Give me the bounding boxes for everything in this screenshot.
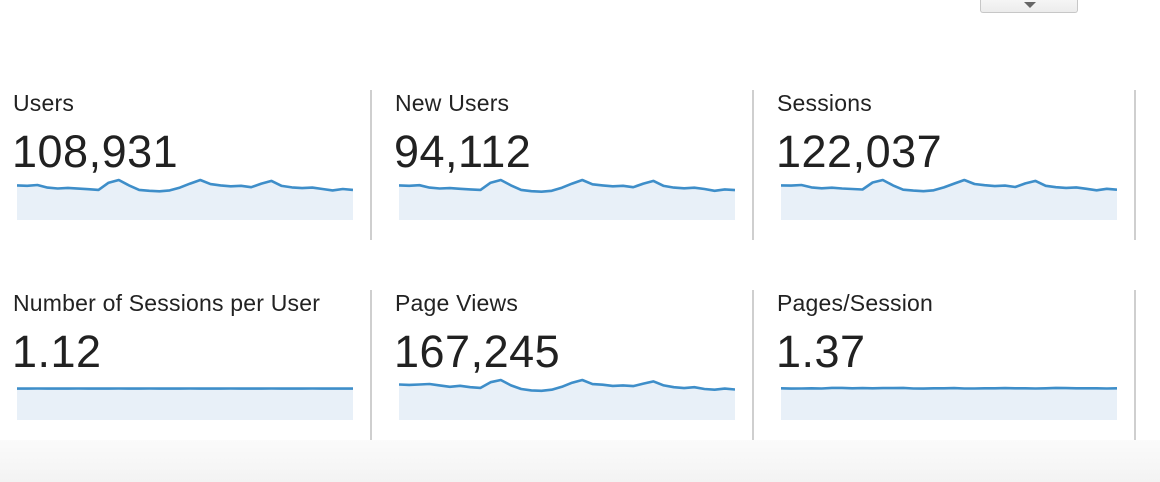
- sparkline-line: [17, 178, 353, 193]
- sparkline-area: [17, 180, 353, 220]
- sparkline-chart: [399, 178, 735, 220]
- sparkline-line: [781, 178, 1117, 193]
- sparkline-area: [781, 180, 1117, 220]
- sparkline-chart: [781, 386, 1117, 420]
- metric-label: Number of Sessions per User: [13, 290, 321, 316]
- caret-down-icon: [1024, 2, 1036, 8]
- metric-card-new-users[interactable]: New Users 94,112: [382, 90, 754, 240]
- metric-label: New Users: [395, 90, 510, 116]
- metric-card-sessions[interactable]: Sessions 122,037: [764, 90, 1136, 240]
- sparkline-area: [17, 388, 353, 420]
- metric-label: Users: [13, 90, 75, 116]
- metric-card-pages-per-session[interactable]: Pages/Session 1.37: [764, 290, 1136, 440]
- metric-label: Sessions: [777, 90, 872, 116]
- sparkline-chart: [399, 378, 735, 420]
- footer-band: [0, 440, 1160, 482]
- sparkline-chart: [781, 178, 1117, 220]
- sparkline-line: [399, 378, 735, 393]
- sparkline-chart: [17, 178, 353, 220]
- metric-value: 167,245: [394, 326, 561, 377]
- metric-card-page-views[interactable]: Page Views 167,245: [382, 290, 754, 440]
- metric-value: 1.37: [776, 326, 866, 377]
- metric-value: 1.12: [12, 326, 102, 377]
- sparkline-area: [399, 380, 735, 420]
- metric-card-users[interactable]: Users 108,931: [0, 90, 372, 240]
- metric-card-sessions-per-user[interactable]: Number of Sessions per User 1.12: [0, 290, 372, 440]
- sparkline-line: [781, 386, 1117, 390]
- metric-value: 122,037: [776, 126, 943, 177]
- sparkline-line: [399, 178, 735, 193]
- metric-value: 108,931: [12, 126, 179, 177]
- sparkline-chart: [17, 387, 353, 420]
- sparkline-area: [399, 180, 735, 220]
- sparkline-area: [781, 387, 1117, 420]
- dropdown-button[interactable]: [980, 0, 1078, 13]
- metric-label: Page Views: [395, 290, 519, 316]
- metric-label: Pages/Session: [777, 290, 934, 316]
- metric-value: 94,112: [394, 126, 532, 177]
